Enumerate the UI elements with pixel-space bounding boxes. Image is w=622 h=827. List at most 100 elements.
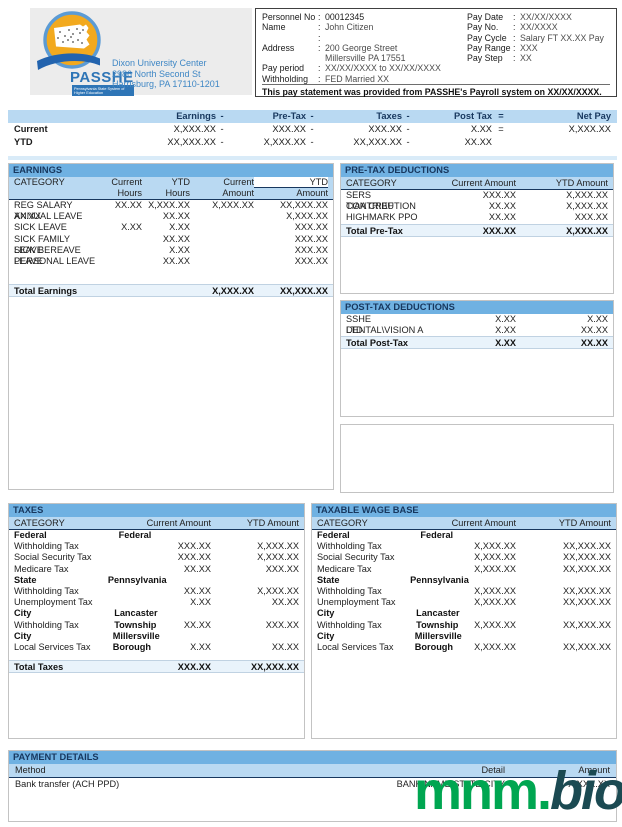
pretax-total-cur: XXX.XX xyxy=(482,225,516,236)
section-title-posttax: POST-TAX DEDUCTIONS xyxy=(341,301,613,314)
earnings-total-row: Total Earnings X,XXX.XX XX,XXX.XX xyxy=(9,284,333,298)
earnings-ytd-amount: XXX.XX xyxy=(294,222,328,233)
info-separator: : xyxy=(513,12,516,22)
summary-value: XX.XX xyxy=(464,137,492,147)
summary-operator: - xyxy=(310,124,314,134)
tax-group-row: Federal Federal xyxy=(9,530,304,541)
wage-base-cur: X,XXX.XX xyxy=(474,641,516,652)
col-header-category: CATEGORY xyxy=(346,178,397,188)
spacer xyxy=(9,267,333,284)
wage-base-label: Withholding Tax xyxy=(317,585,382,596)
deduction-cur: XXX.XX xyxy=(482,190,516,200)
payment-column-headers: Method Detail Amount xyxy=(9,764,616,778)
info-row-address-2: Millersville PA 17551 xyxy=(262,53,467,63)
tax-ytd: XXX.XX xyxy=(265,619,299,630)
info-separator: : xyxy=(318,32,321,43)
info-row-pay-cycle: Pay Cycle: Salary FT XX.XX Pay xyxy=(467,33,610,43)
payment-row: Bank transfer (ACH PPD) BANK NAME STATE … xyxy=(9,778,616,790)
empty-section-box xyxy=(340,424,614,493)
info-row-pay-date: Pay Date: XX/XX/XXXX xyxy=(467,12,610,22)
earnings-cur-amount xyxy=(190,256,254,267)
tax-jurisdiction xyxy=(126,642,141,653)
tax-ytd xyxy=(217,530,299,541)
deduction-category: TIAA CREF xyxy=(346,201,394,212)
col-header-spacer xyxy=(126,517,141,529)
payment-amount: X,XXX.XX xyxy=(568,779,610,789)
col-header-method: Method xyxy=(15,765,46,775)
posttax-total-row: Total Post-Tax X.XX XX.XX xyxy=(341,336,613,350)
deduction-cur: XX.XX xyxy=(488,212,516,223)
col-header-amount: Amount xyxy=(578,765,610,775)
summary-value xyxy=(510,136,611,149)
wage-base-cur: X,XXX.XX xyxy=(474,585,516,596)
earnings-category: SICK LEAVE xyxy=(14,222,67,233)
wage-base-row: Local Services Tax X,XXX.XX XX,XXX.XX xyxy=(312,642,616,653)
summary-operator: - xyxy=(220,111,224,121)
tax-label: Medicare Tax xyxy=(14,563,69,574)
summary-header-cell xyxy=(14,110,126,123)
tax-ytd xyxy=(220,608,299,619)
tax-jurisdiction xyxy=(126,620,141,631)
deduction-ytd: XXX.XX xyxy=(574,212,608,223)
posttax-deductions-section: POST-TAX DEDUCTIONS SSHE DENTAL\VISION A… xyxy=(340,300,614,417)
tax-label: Withholding Tax xyxy=(14,619,79,630)
tax-row: Withholding Tax XX.XX X,XXX.XX xyxy=(9,586,304,597)
tax-ytd: XX.XX xyxy=(271,641,299,652)
info-separator: : xyxy=(318,22,321,33)
info-separator: : xyxy=(513,22,516,33)
info-label: Name xyxy=(262,22,286,33)
tax-row: Social Security Tax XXX.XX X,XXX.XX xyxy=(9,552,304,563)
earnings-ytd-amount: XXX.XX xyxy=(294,244,328,255)
summary-header-taxes: Taxes xyxy=(376,111,402,121)
summary-value: X.XX xyxy=(470,124,492,134)
wage-base-ytd: XX,XXX.XX xyxy=(562,619,611,630)
tax-label: Withholding Tax xyxy=(14,585,79,596)
tax-cur xyxy=(158,608,221,619)
wage-base-ytd xyxy=(528,631,611,642)
tax-group-label: City xyxy=(14,630,32,641)
pretax-total-row: Total Pre-Tax XXX.XX X,XXX.XX xyxy=(341,223,613,237)
col-header-category: CATEGORY xyxy=(317,518,368,528)
earnings-row: SICK FAMILY LEAVE XX.XX XXX.XX xyxy=(9,234,333,255)
tax-jurisdiction xyxy=(126,552,141,563)
info-value xyxy=(325,33,467,43)
summary-header-earnings: Earnings xyxy=(176,111,216,121)
tax-group-label: Federal xyxy=(14,530,47,540)
earnings-category: PERSONAL LEAVE xyxy=(14,255,96,266)
earnings-cur-amount xyxy=(190,211,254,222)
wage-base-ytd: XX,XXX.XX xyxy=(562,552,611,563)
tax-group-label: State xyxy=(14,574,37,585)
tax-cur: X.XX xyxy=(190,641,211,652)
earnings-cur-hours xyxy=(96,245,142,256)
wage-base-cur xyxy=(469,575,532,586)
wage-base-group-row: City Lancaster Township xyxy=(312,608,616,629)
earnings-category: SICK BEREAVE LEAVE xyxy=(14,244,81,266)
wage-base-jurisdiction xyxy=(429,642,440,653)
summary-header-pretax: Pre-Tax xyxy=(272,111,306,121)
wage-base-label: Withholding Tax xyxy=(317,619,382,630)
info-row-pay-no: Pay No.: XX/XXXX xyxy=(467,22,610,32)
col-header-current-amount: Current Amount xyxy=(146,518,211,528)
col-header-current-amount: Current Amount xyxy=(451,518,516,528)
wage-base-cur xyxy=(453,530,523,541)
letterhead: PASSHE Pennsylvania State System of High… xyxy=(30,8,252,96)
tax-ytd: X,XXX.XX xyxy=(257,552,299,563)
col-header-current-amount: Current xyxy=(223,177,254,187)
wage-base-label: Unemployment Tax xyxy=(317,597,396,608)
tax-row: Withholding Tax XXX.XX X,XXX.XX xyxy=(9,541,304,552)
col-header-ytd-amount: YTD xyxy=(254,177,328,188)
summary-header-posttax: Post Tax xyxy=(453,111,492,121)
info-row-name: Name: John Citizen xyxy=(262,22,467,32)
info-label: Pay Cycle xyxy=(467,32,507,43)
logo-tagline: Pennsylvania State System of Higher Educ… xyxy=(72,85,134,96)
col-header-ytd-amount: Amount xyxy=(296,188,328,198)
col-header-current-amount: Amount xyxy=(222,188,254,198)
wage-base-group-row: State Pennsylvania xyxy=(312,575,616,586)
info-row-address: Address:200 George Street xyxy=(262,43,467,53)
logo-acronym: PASSHE xyxy=(70,69,134,86)
wage-base-row: Withholding Tax X,XXX.XX XX,XXX.XX xyxy=(312,586,616,597)
wage-base-row: Social Security Tax X,XXX.XX XX,XXX.XX xyxy=(312,552,616,563)
university-address: Dixon University Center 2986 North Secon… xyxy=(112,58,220,90)
taxes-column-headers: CATEGORY Current Amount YTD Amount xyxy=(9,517,304,530)
tax-row: Local Services Tax X.XX XX.XX xyxy=(9,642,304,653)
